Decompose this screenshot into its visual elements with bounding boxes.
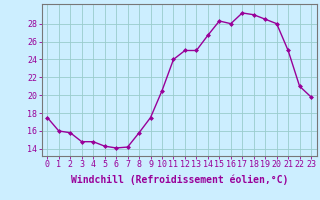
X-axis label: Windchill (Refroidissement éolien,°C): Windchill (Refroidissement éolien,°C) [70, 175, 288, 185]
